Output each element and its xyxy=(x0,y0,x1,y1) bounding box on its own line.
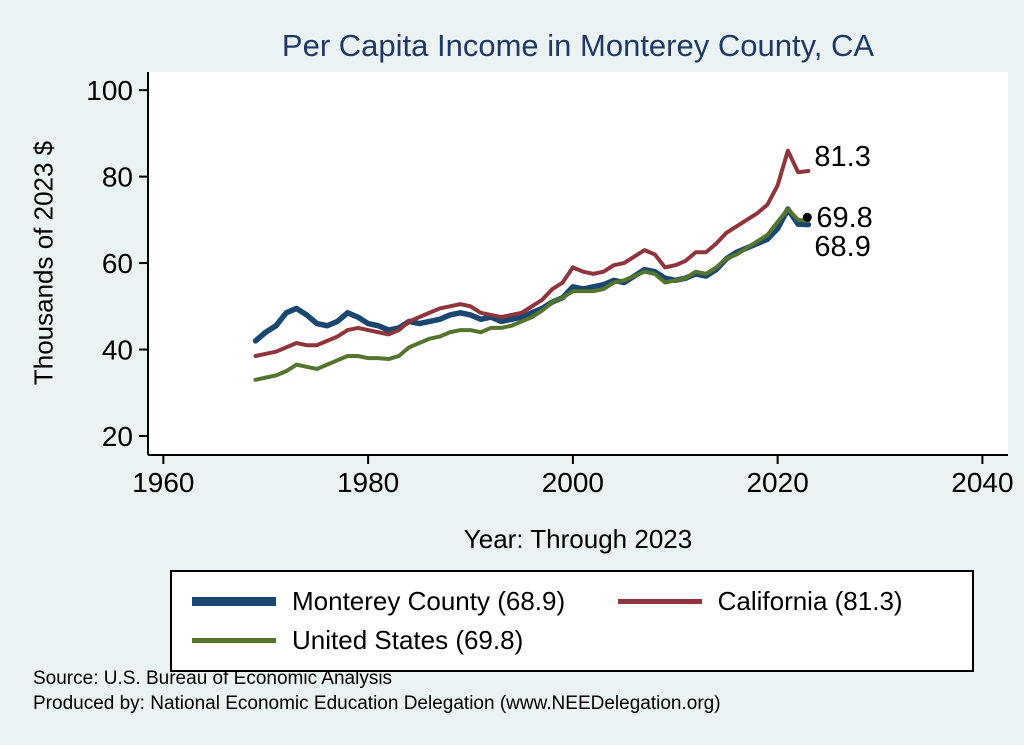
legend-item-united-states-69-8: United States (69.8) xyxy=(192,625,618,656)
y-tick-label: 40 xyxy=(102,335,133,366)
legend-swatch-monterey-county-68-9 xyxy=(192,597,276,606)
produced-by-note: Produced by: National Economic Education… xyxy=(33,693,721,714)
x-tick-label: 1980 xyxy=(337,467,399,498)
legend-item-monterey-county-68-9: Monterey County (68.9) xyxy=(192,586,618,617)
end-label-81-3: 81.3 xyxy=(814,141,870,173)
y-tick-label: 60 xyxy=(102,248,133,279)
legend-label: California (81.3) xyxy=(717,586,903,616)
y-axis-label: Thousands of 2023 $ xyxy=(28,140,59,386)
y-tick-label: 80 xyxy=(102,162,133,193)
legend: Monterey County (68.9) California (81.3) U… xyxy=(170,570,974,672)
x-tick-label: 2000 xyxy=(542,467,604,498)
plot-background xyxy=(148,72,1008,455)
line-united-states-69-8 xyxy=(253,207,811,382)
y-tick-label: 20 xyxy=(102,421,133,452)
x-tick-label: 2040 xyxy=(951,467,1013,498)
legend-item-california-81-3: California (81.3) xyxy=(617,586,952,617)
chart-title: Per Capita Income in Monterey County, CA xyxy=(281,28,875,63)
y-tick-label: 100 xyxy=(86,75,133,106)
legend-label: Monterey County (68.9) xyxy=(292,586,566,616)
legend-label: United States (69.8) xyxy=(292,625,524,655)
line-california-81-3 xyxy=(253,148,811,359)
legend-swatch-california-81-3 xyxy=(617,599,702,604)
end-label-68-9: 68.9 xyxy=(814,231,870,263)
x-tick-label: 2020 xyxy=(746,467,808,498)
footer: Source: U.S. Bureau of Economic Analysis… xyxy=(33,666,721,716)
source-note: Source: U.S. Bureau of Economic Analysis xyxy=(33,668,393,689)
x-tick-label: 1960 xyxy=(132,467,194,498)
end-label-69-8: 69.8 xyxy=(816,202,872,234)
end-point-marker xyxy=(802,212,812,222)
x-axis-label: Year: Through 2023 xyxy=(463,524,693,554)
legend-swatch-united-states-69-8 xyxy=(192,638,276,643)
